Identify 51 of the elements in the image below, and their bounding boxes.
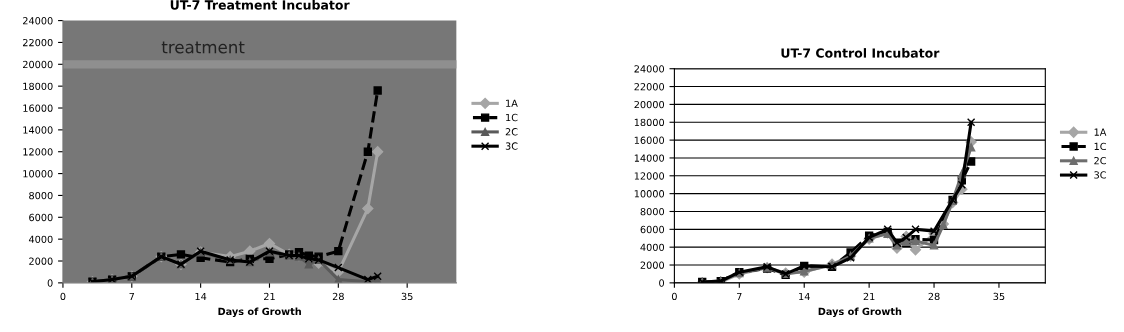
y-tick-label: 24000 (23, 17, 53, 25)
y-tick-label: 22000 (23, 38, 53, 47)
y-tick-label: 4000 (640, 243, 665, 252)
y-tick-label: 12000 (634, 172, 665, 180)
y-tick-label: 0 (47, 279, 53, 287)
x-tick-label: 7 (129, 292, 135, 300)
y-tick-label: 8000 (640, 207, 665, 216)
y-tick-label: 22000 (634, 83, 665, 91)
y-tick-label: 20000 (23, 60, 53, 69)
y-tick-label: 24000 (634, 65, 665, 73)
chart-title: UT-7 Treatment Incubator (170, 0, 350, 10)
y-tick-label: 16000 (23, 104, 53, 112)
x-tick-label: 0 (60, 292, 66, 301)
y-tick-label: 2000 (29, 257, 53, 265)
chart-title: UT-7 Control Incubator (781, 48, 940, 58)
y-tick-label: 20000 (634, 100, 665, 109)
legend-label: 2C (1094, 156, 1107, 165)
y-tick-label: 12000 (23, 148, 53, 156)
legend-label: 1A (1094, 128, 1107, 136)
x-tick-label: 28 (332, 292, 344, 301)
y-tick-label: 14000 (23, 126, 53, 134)
y-tick-label: 14000 (634, 154, 665, 162)
y-tick-label: 10000 (23, 170, 53, 178)
x-axis-title: Days of Growth (218, 307, 301, 318)
ref-line-label: treatment (161, 41, 245, 54)
legend-label: 3C (1094, 171, 1107, 179)
y-tick-label: 18000 (634, 118, 665, 127)
y-tick-label: 4000 (28, 235, 53, 243)
x-tick-label: 21 (863, 292, 875, 300)
x-tick-label: 14 (195, 292, 207, 300)
legend-label: 2C (505, 128, 518, 136)
x-tick-label: 35 (993, 292, 1005, 301)
y-tick-label: 16000 (634, 136, 665, 144)
x-tick-label: 14 (799, 292, 810, 300)
y-tick-label: 8000 (29, 191, 53, 200)
x-axis-title: Days of Growth (818, 307, 902, 318)
legend-label: 1C (1094, 142, 1107, 151)
legend-label: 1C (506, 113, 518, 122)
y-tick-label: 2000 (640, 261, 665, 269)
x-tick-label: 35 (401, 292, 413, 301)
y-tick-label: 0 (659, 279, 665, 287)
y-tick-label: 6000 (640, 225, 665, 234)
x-tick-label: 21 (264, 292, 275, 300)
legend-label: 1A (506, 99, 518, 107)
x-tick-label: 28 (928, 292, 940, 301)
y-tick-label: 10000 (634, 190, 665, 198)
x-tick-label: 0 (671, 292, 677, 301)
y-tick-label: 6000 (29, 213, 53, 222)
legend-label: 3C (505, 142, 518, 150)
y-tick-label: 18000 (23, 82, 53, 90)
x-tick-label: 7 (737, 292, 742, 300)
